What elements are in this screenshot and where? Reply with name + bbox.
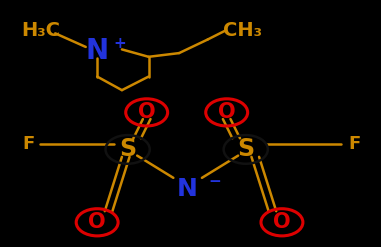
Text: S: S [119, 137, 136, 162]
Text: O: O [88, 212, 106, 232]
Text: F: F [348, 136, 360, 153]
Text: N: N [176, 177, 197, 201]
Text: O: O [218, 103, 235, 122]
Text: O: O [138, 103, 155, 122]
Text: O: O [273, 212, 291, 232]
Text: N: N [86, 37, 109, 65]
Text: −: − [209, 174, 222, 189]
Text: F: F [22, 136, 35, 153]
Text: CH₃: CH₃ [223, 21, 262, 40]
Text: H₃C: H₃C [21, 21, 60, 40]
Text: +: + [114, 36, 126, 51]
Text: S: S [237, 137, 254, 162]
